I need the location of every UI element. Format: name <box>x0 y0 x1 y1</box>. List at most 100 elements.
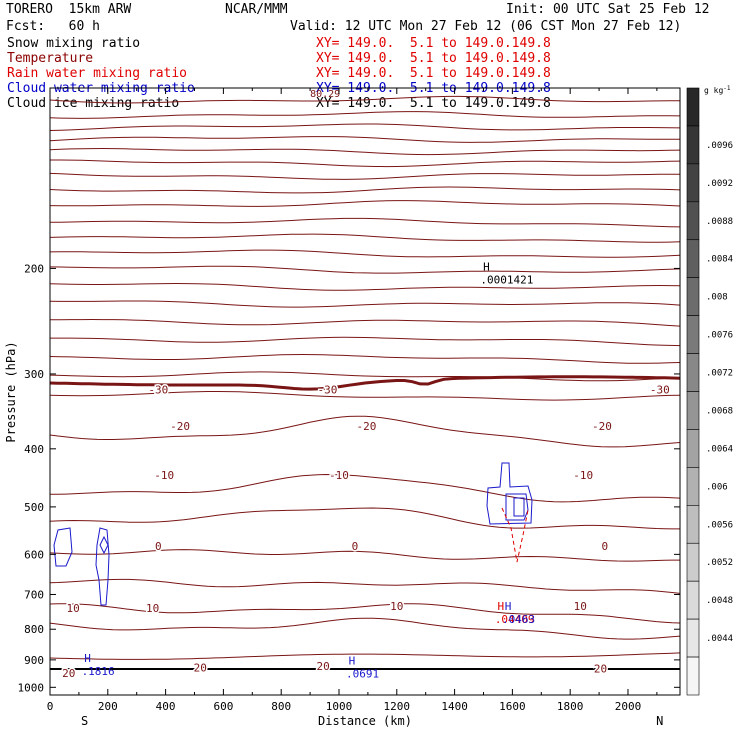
isotherm-label: 0 <box>602 540 609 553</box>
colorbar-tick-label: .006 <box>706 482 728 492</box>
y-tick-label: 400 <box>24 443 44 456</box>
colorbar-tick-label: .0056 <box>706 520 733 530</box>
y-tick-label: 700 <box>24 588 44 601</box>
colorbar-segment <box>686 656 700 696</box>
isotherm-line <box>50 159 681 168</box>
colorbar-segment <box>686 618 700 658</box>
isotherm-label: -10 <box>329 469 349 482</box>
colorbar-tick-label: .0096 <box>706 141 733 151</box>
isotherm-label: 10 <box>574 600 587 613</box>
x-axis-title: Distance (km) <box>318 714 412 728</box>
cloud-water-contour <box>99 535 109 555</box>
x-end-label-north: N <box>656 714 663 728</box>
colorbar-segment <box>686 201 700 241</box>
isotherm-line <box>49 353 681 364</box>
colorbar-tick-label: .0068 <box>706 406 733 416</box>
isotherm-label: 10 <box>146 602 159 615</box>
isotherm-line <box>49 186 681 194</box>
x-tick-label: 1600 <box>499 700 526 713</box>
y-tick-label: 600 <box>24 548 44 561</box>
maximum-marker: H <box>483 261 490 274</box>
colorbar-tick-label: .0084 <box>706 255 733 265</box>
valid-time: Valid: 12 UTC Mon 27 Feb 12 (06 CST Mon … <box>290 19 682 34</box>
isotherm-line <box>49 549 680 562</box>
isotherm-label: -20 <box>170 420 190 433</box>
colorbar-unit: g kg-1 <box>704 85 731 95</box>
isotherm-label: -20 <box>357 420 377 433</box>
isotherm-zero-line <box>49 375 681 391</box>
colorbar-segment <box>686 505 700 544</box>
maximum-value-label: .0463 <box>502 613 535 626</box>
isotherm-label: 20 <box>316 660 329 673</box>
colorbar-segment <box>686 277 700 316</box>
field-xy-rain: XY= 149.0. 5.1 to 149.0.149.8 <box>316 66 551 81</box>
isotherm-label: -30 <box>148 384 168 397</box>
isotherm-label: -30 <box>650 384 670 397</box>
maximum-value-label: .0691 <box>346 668 379 681</box>
isotherm-label: 20 <box>194 661 207 674</box>
isotherm-line <box>50 336 681 347</box>
organization-label: NCAR/MMM <box>225 2 288 17</box>
isotherm-line <box>50 318 681 327</box>
cloud-water-contour <box>53 527 73 567</box>
isotherm-line <box>49 652 681 660</box>
colorbar-segment <box>686 239 700 278</box>
x-tick-label: 600 <box>213 700 233 713</box>
y-tick-label: 500 <box>24 501 44 514</box>
cloud-water-contour <box>505 493 529 521</box>
colorbar-segment <box>686 467 700 506</box>
isotherm-label-partial: 80.29 <box>310 89 340 100</box>
isotherm-line <box>49 217 681 228</box>
colorbar-segment <box>686 391 700 430</box>
colorbar-segment <box>686 125 700 165</box>
colorbar-tick-label: .0092 <box>706 179 733 189</box>
isotherm-line <box>49 147 681 156</box>
x-end-label-south: S <box>81 714 88 728</box>
isotherm-line <box>49 282 681 291</box>
field-xy-snow: XY= 149.0. 5.1 to 149.0.149.8 <box>316 36 551 51</box>
maximum-value-label: .1816 <box>82 665 115 678</box>
isotherm-line <box>49 136 680 143</box>
maximum-value-label: .0001421 <box>480 274 533 287</box>
plot-frame <box>49 87 681 696</box>
colorbar-tick-label: .0048 <box>706 596 733 606</box>
colorbar-segment <box>686 429 700 468</box>
x-tick-label: 0 <box>47 700 54 713</box>
contour-label-layer: -30 -30 -30 -20 -20 -20 -10 -10 -10 0 0 0 10 10 10 10 20… <box>61 89 672 681</box>
colorbar: g kg-1 .0096 .0092 .0088 .0084 .008 .0076 .0072… <box>686 85 733 696</box>
axes-layer: 0 200 400 600 800 1000 1200 1400 1600 1800 2000200… <box>4 87 681 728</box>
isotherm-line <box>49 603 681 624</box>
isotherm-line <box>49 391 681 401</box>
isotherm-line <box>49 111 681 119</box>
maximum-marker: H <box>498 600 505 613</box>
cloud-contour-layer <box>53 462 533 606</box>
init-time: Init: 00 UTC Sat 25 Feb 12 <box>506 2 710 17</box>
y-tick-label: 900 <box>24 654 44 667</box>
colorbar-segment <box>686 315 700 354</box>
field-xy-cloud-ice: XY= 149.0. 5.1 to 149.0.149.8 <box>316 96 551 111</box>
colorbar-segment <box>686 580 700 620</box>
field-xy-temperature: XY= 149.0. 5.1 to 149.0.149.8 <box>316 51 551 66</box>
y-tick-label: 1000 <box>18 681 45 694</box>
x-tick-label: 1400 <box>441 700 468 713</box>
y-tick-label: 200 <box>24 262 44 275</box>
isotherm-label: 10 <box>390 600 403 613</box>
isotherm-line <box>49 617 681 640</box>
isotherm-label: 0 <box>155 540 162 553</box>
colorbar-unit-exponent: -1 <box>723 85 731 92</box>
isotherm-line <box>49 233 681 243</box>
isotherm-line <box>49 371 681 382</box>
isotherm-line <box>50 473 681 503</box>
x-tick-label: 2000 <box>615 700 642 713</box>
isotherm-line <box>49 123 681 131</box>
maximum-marker: H <box>349 655 356 668</box>
colorbar-tick-label: .0076 <box>706 331 733 341</box>
y-axis-title: Pressure (hPa) <box>4 341 18 442</box>
isotherm-label: 20 <box>594 662 607 675</box>
cloud-water-contour <box>513 497 525 517</box>
isotherm-line <box>49 249 681 258</box>
colorbar-tick-label: .0088 <box>706 217 733 227</box>
colorbar-tick-label: .008 <box>706 293 728 303</box>
field-label-rain: Rain water mixing ratio <box>7 66 188 81</box>
